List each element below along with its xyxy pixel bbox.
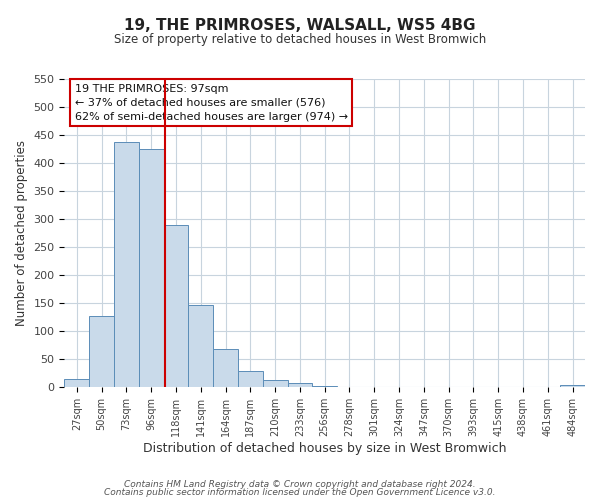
- Bar: [560, 384, 585, 388]
- Text: 19, THE PRIMROSES, WALSALL, WS5 4BG: 19, THE PRIMROSES, WALSALL, WS5 4BG: [124, 18, 476, 32]
- Text: Size of property relative to detached houses in West Bromwich: Size of property relative to detached ho…: [114, 32, 486, 46]
- Bar: [164, 225, 188, 388]
- Bar: [287, 383, 313, 388]
- Bar: [114, 142, 139, 388]
- Bar: [263, 380, 287, 388]
- Bar: [89, 316, 114, 388]
- Bar: [139, 149, 164, 388]
- Bar: [238, 371, 263, 388]
- Text: Contains public sector information licensed under the Open Government Licence v3: Contains public sector information licen…: [104, 488, 496, 497]
- X-axis label: Distribution of detached houses by size in West Bromwich: Distribution of detached houses by size …: [143, 442, 506, 455]
- Text: 19 THE PRIMROSES: 97sqm
← 37% of detached houses are smaller (576)
62% of semi-d: 19 THE PRIMROSES: 97sqm ← 37% of detache…: [75, 84, 348, 122]
- Text: Contains HM Land Registry data © Crown copyright and database right 2024.: Contains HM Land Registry data © Crown c…: [124, 480, 476, 489]
- Y-axis label: Number of detached properties: Number of detached properties: [15, 140, 28, 326]
- Bar: [188, 305, 213, 388]
- Bar: [213, 349, 238, 388]
- Bar: [313, 386, 337, 388]
- Bar: [64, 379, 89, 388]
